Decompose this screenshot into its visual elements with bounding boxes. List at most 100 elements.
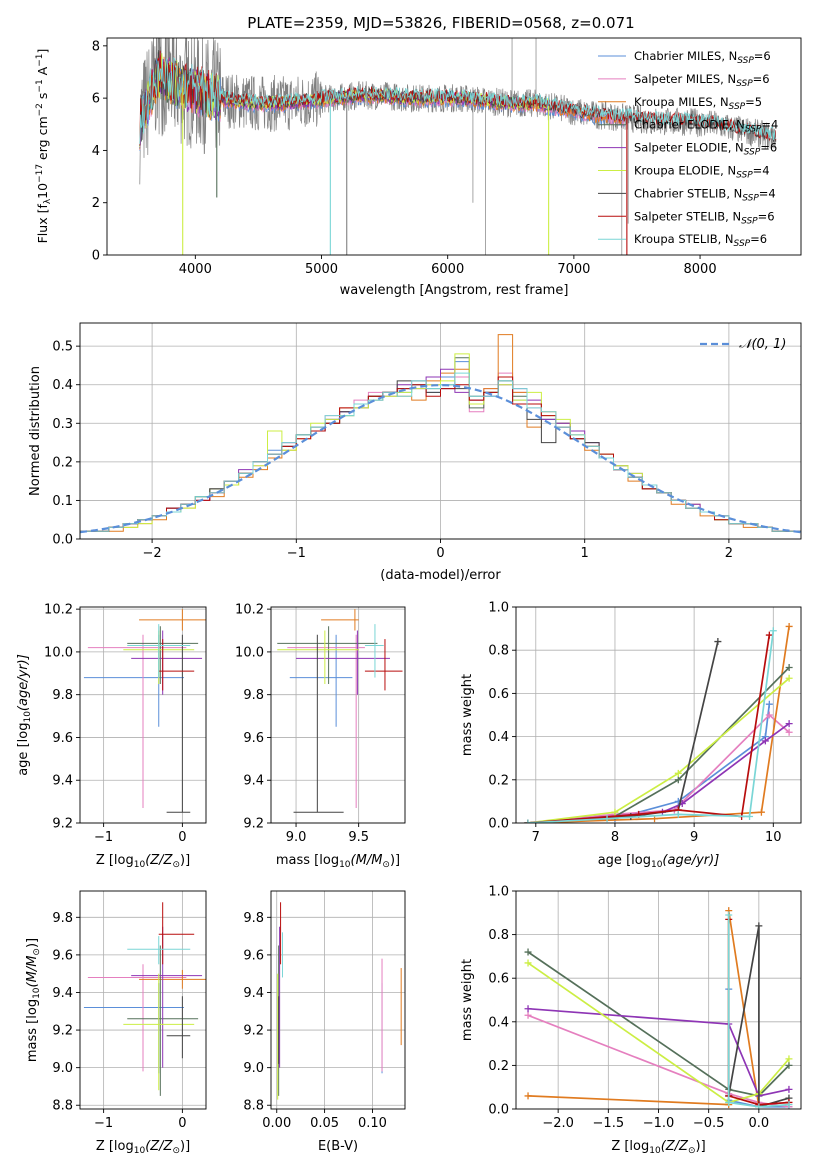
mass-vs-z-x-axis-label-part: (Z/Z xyxy=(145,1139,173,1154)
mass-weight-marker xyxy=(725,911,733,919)
x-tick-label: 8 xyxy=(611,830,619,845)
legend-entry-part: Kroupa MILES, N xyxy=(634,95,729,109)
legend-entry: Salpeter STELIB, NSSP=6 xyxy=(634,209,775,226)
x-tick-label: −2.0 xyxy=(542,1116,574,1131)
y-tick-label: 9.6 xyxy=(243,731,264,746)
age-vs-mass-x-axis-label-part: 10 xyxy=(339,860,351,870)
x-tick-label: 7 xyxy=(532,830,540,845)
mass-vs-z-x-axis-label-part: Z [log xyxy=(96,1139,134,1154)
mass-weight-marker xyxy=(714,638,722,646)
x-tick-label: 0 xyxy=(178,1116,186,1131)
residuals-y-axis-label: Normed distribution xyxy=(28,366,43,496)
axes-frame xyxy=(270,890,406,1110)
age-vs-mass-x-axis-label-part: )] xyxy=(390,853,400,868)
x-tick-label: −1 xyxy=(94,830,113,845)
age_vs_mass-plot-area xyxy=(277,609,403,813)
mass-vs-z-y-axis-label-part: (M/M xyxy=(25,956,40,988)
model-spectrum-line xyxy=(139,56,777,145)
axes-frame xyxy=(79,606,207,824)
mass-weight-line xyxy=(527,962,790,1104)
legend-entry-part: SSP xyxy=(737,56,754,66)
mass-weight-vs-z-x-axis-label-part: )] xyxy=(696,1139,706,1154)
y-tick-label: 9.6 xyxy=(243,948,264,963)
mass-vs-z-x-axis-label-part: )] xyxy=(180,1139,190,1154)
mass-vs-z-y-axis-label-part: )] xyxy=(25,938,40,948)
legend-entry-part: =4 xyxy=(759,186,776,200)
y-tick-label: 1.0 xyxy=(488,601,509,616)
mass_vs_ebv-plot-area xyxy=(277,902,402,1100)
y-tick-label: 2 xyxy=(92,196,100,211)
y-tick-label: 0.3 xyxy=(52,417,73,432)
residuals-axes: −2 −1 0 1 2 0.0 0.1 0.2 0.3 0.4 0.5 (data-model)/er… xyxy=(28,322,802,583)
mass-weight-vs-z-x-axis-label-part: Z [log xyxy=(611,1139,649,1154)
mass-weight-vs-z-x-axis-label-part: 10 xyxy=(649,1146,661,1156)
mass-weight-marker xyxy=(524,1011,532,1019)
mass_weight_vs_age-axes: 7 8 9 10 0.0 0.2 0.4 0.6 0.8 1.0 mass weight age [l… xyxy=(460,601,802,870)
mass-weight-marker xyxy=(765,631,773,639)
mass-weight-vs-age-x-axis-label-part: age [log xyxy=(598,853,651,868)
x-tick-label: 0.10 xyxy=(358,1116,387,1131)
legend-entry-part: SSP xyxy=(744,148,761,158)
legend-entry: Chabrier MILES, NSSP=6 xyxy=(634,49,771,66)
mass-weight-line xyxy=(527,1007,790,1097)
age_vs_z-axes: −1 09.29.49.69.810.010.2Z [log10(Z/Z⊙)]ag… xyxy=(16,603,207,870)
legend-entry-part: SSP xyxy=(736,171,753,181)
mass-weight-marker xyxy=(765,700,773,708)
mass-weight-vs-age-x-axis-label-part: 10 xyxy=(651,860,663,870)
spectrum-y-axis-label-part: λ xyxy=(43,198,53,204)
y-tick-label: 0.6 xyxy=(488,972,509,987)
mass-weight-marker xyxy=(611,808,619,816)
mass-weight-marker xyxy=(603,815,611,823)
mass-weight-marker xyxy=(524,819,532,823)
legend-entry-part: Kroupa STELIB, N xyxy=(634,232,734,246)
y-tick-label: 8 xyxy=(92,39,100,54)
x-tick-label: 8000 xyxy=(684,262,717,277)
legend-entry: Kroupa STELIB, NSSP=6 xyxy=(634,232,767,249)
mass-weight-marker xyxy=(524,948,532,956)
spectrum-y-axis-label-part: −1 xyxy=(35,54,45,67)
age-vs-z-x-axis-label-part: (Z/Z xyxy=(145,853,173,868)
spectrum-y-axis-label-part: Flux [f xyxy=(35,204,50,244)
mass_weight_vs_age-y-axis-label: mass weight xyxy=(460,674,475,756)
x-tick-label: 5000 xyxy=(305,262,338,277)
spectrum-y-axis-label-part: s xyxy=(35,93,50,104)
y-tick-label: 9.4 xyxy=(52,986,73,1001)
mass_weight_vs_z-plot-area xyxy=(524,907,793,1109)
age-vs-z-y-axis-label: age [log10(age/yr)] xyxy=(16,654,33,776)
mass-vs-z-y-axis-label-part: mass [log xyxy=(25,999,40,1062)
y-tick-label: 10.0 xyxy=(44,645,73,660)
y-tick-label: 9.2 xyxy=(243,1024,264,1039)
mass-weight-marker xyxy=(524,959,532,967)
mass_weight_vs_z-axes: −2.0 −1.5 −1.0 −0.5 0.0 0.0 0.2 0.4 0.6 0.8 1.0 mas… xyxy=(460,885,802,1156)
axes-frame xyxy=(79,890,207,1110)
mass-weight-vs-z-x-axis-label: Z [log10(Z/Z⊙)] xyxy=(611,1139,705,1156)
y-tick-label: 9.4 xyxy=(243,774,264,789)
mass-vs-z-x-axis-label-part: ⊙ xyxy=(172,1146,180,1156)
y-tick-label: 0.0 xyxy=(488,1103,509,1118)
y-tick-label: 0.4 xyxy=(52,378,73,393)
mass-weight-marker xyxy=(785,720,793,728)
y-tick-label: 9.2 xyxy=(52,817,73,832)
x-tick-label: 7000 xyxy=(557,262,590,277)
age-vs-mass-x-axis-label: mass [log10(M/M⊙)] xyxy=(276,853,400,870)
spectrum-y-axis-label-part: 10 xyxy=(35,183,50,199)
spectrum-y-axis-label-part: erg cm xyxy=(35,116,50,164)
mass_weight_vs_z-y-axis-label: mass weight xyxy=(460,959,475,1041)
mass-vs-z-y-axis-label-part: 10 xyxy=(32,987,42,999)
x-tick-label: −1.0 xyxy=(643,1116,675,1131)
x-tick-label: −2 xyxy=(143,546,162,561)
mass-vs-z-y-axis-label: mass [log10(M/M⊙)] xyxy=(25,938,42,1062)
age-vs-z-x-axis-label-part: 10 xyxy=(134,860,146,870)
age_vs_mass-axes: 9.0 9.5 9.2 9.4 9.6 9.8 10.0 10.2 mass [log10(M/… xyxy=(235,603,406,870)
y-tick-label: 10.2 xyxy=(235,603,264,618)
legend-entry-part: Chabrier MILES, N xyxy=(634,49,737,63)
spectrum-y-axis-label-part: −17 xyxy=(35,164,45,183)
y-tick-label: 0.8 xyxy=(488,644,509,659)
y-tick-label: 9.6 xyxy=(52,731,73,746)
y-tick-label: 0.6 xyxy=(488,687,509,702)
legend-entry-part: SSP xyxy=(741,216,758,226)
y-tick-label: 0 xyxy=(92,249,100,264)
legend-entry-part: =6 xyxy=(754,49,771,63)
spectrum-y-axis-label: Flux [fλ10−17 erg cm−2 s−1 A−1] xyxy=(35,49,53,244)
x-tick-label: 0.05 xyxy=(310,1116,339,1131)
